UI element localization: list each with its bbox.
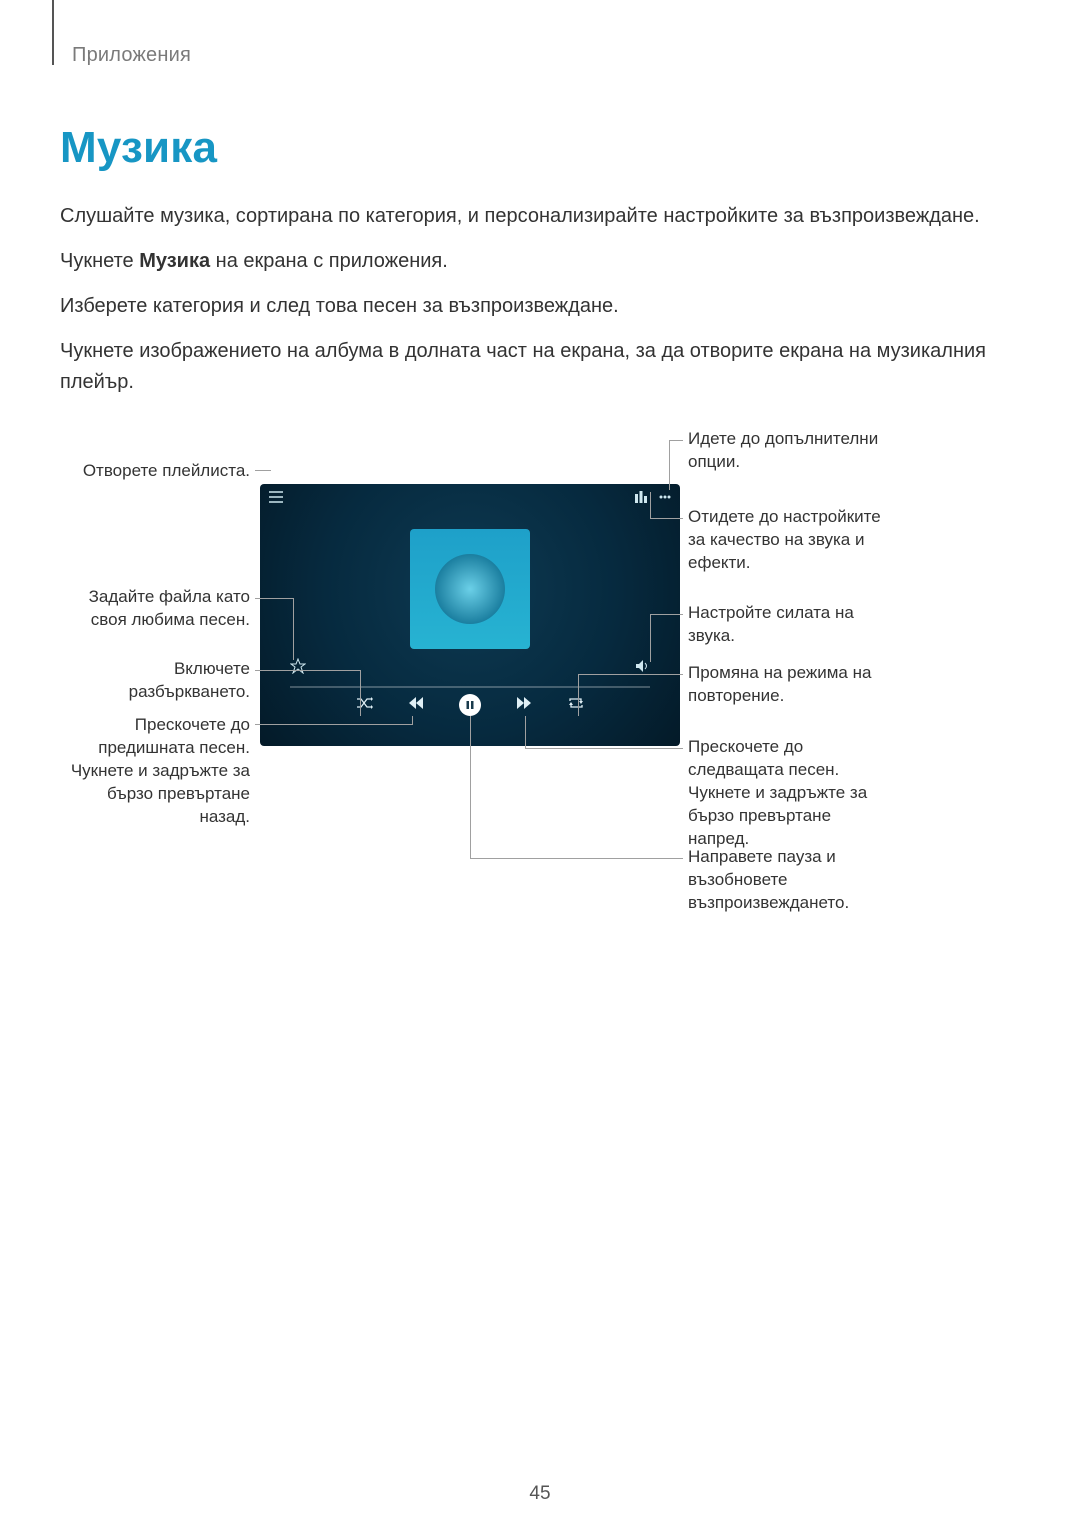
leader-line [470,858,683,859]
previous-icon[interactable] [407,694,425,712]
topbar [634,490,672,504]
p2-post: на екрана с приложения. [210,250,448,272]
callout-volume: Настройте силата на звука. [688,602,888,648]
page-number: 45 [0,1483,1080,1505]
leader-line [255,724,412,725]
callout-pause: Направете пауза и възобновете възпроизве… [688,846,888,915]
leader-line [578,674,579,716]
controls-row [260,694,680,716]
side-rule [52,0,54,65]
progress-bar[interactable] [290,686,650,688]
quality-icon[interactable] [634,490,648,504]
leader-line [360,670,361,716]
page-title: Музика [60,123,1020,173]
paragraph-1: Слушайте музика, сортирана по категория,… [60,201,1020,232]
paragraph-4: Чукнете изображението на албума в долнат… [60,336,1020,398]
page: Приложения Музика Слушайте музика, сорти… [0,0,1080,1527]
more-icon[interactable] [658,490,672,504]
paragraph-3: Изберете категория и след това песен за … [60,291,1020,322]
callout-playlist: Отворете плейлиста. [60,460,250,483]
leader-line [255,670,360,671]
leader-line [412,716,413,725]
p2-pre: Чукнете [60,250,139,272]
volume-icon[interactable] [634,658,650,674]
pause-icon[interactable] [459,694,481,716]
next-icon[interactable] [515,694,533,712]
leader-line [525,716,526,749]
leader-line [650,492,651,519]
repeat-icon[interactable] [567,694,585,712]
breadcrumb: Приложения [72,44,1020,67]
playlist-icon[interactable] [268,490,284,504]
callout-next: Прескочете до следващата песен. Чукнете … [688,736,888,851]
leader-line [650,518,683,519]
callout-favorite: Задайте файла като своя любима песен. [60,586,250,632]
callout-more: Идете до допълнителни опции. [688,428,888,474]
leader-line [293,598,294,660]
diagram: Отворете плейлиста. Задайте файла като с… [60,426,1020,926]
paragraph-2: Чукнете Музика на екрана с приложения. [60,246,1020,277]
album-art[interactable] [410,529,530,649]
callout-shuffle: Включете разбъркването. [60,658,250,704]
leader-line [650,614,683,615]
leader-line [650,614,651,662]
player-screenshot [260,484,680,746]
leader-line [669,440,683,441]
callout-repeat: Промяна на режима на повторение. [688,662,888,708]
leader-line [255,598,293,599]
p2-bold: Музика [139,250,210,272]
callout-previous: Прескочете до предишната песен. Чукнете … [60,714,250,829]
shuffle-icon[interactable] [355,694,373,712]
leader-line [470,716,471,859]
leader-line [578,674,683,675]
callout-quality: Отидете до настройките за качество на зв… [688,506,888,575]
leader-line [525,748,683,749]
favorite-icon[interactable] [290,658,306,674]
leader-line [255,470,271,471]
leader-line [669,440,670,490]
